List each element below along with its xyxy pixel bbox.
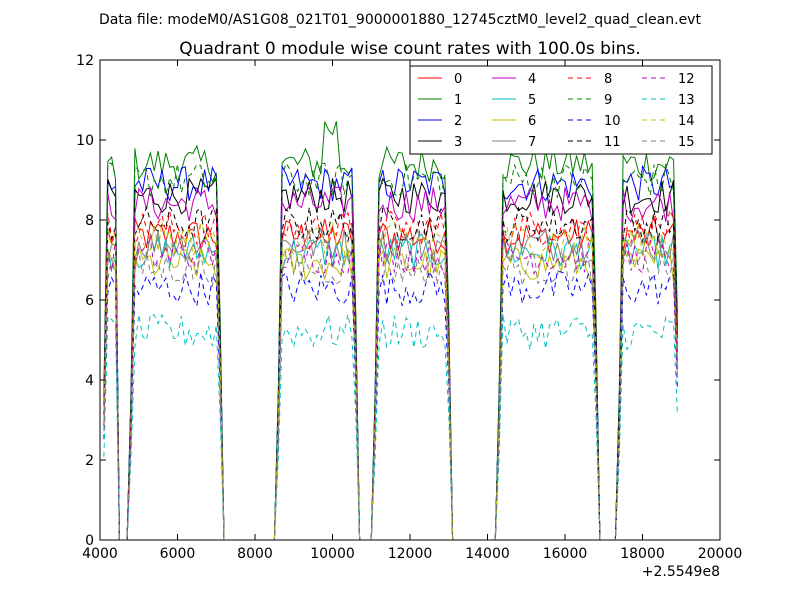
x-tick-label: 16000 — [543, 546, 588, 562]
legend-label-module-2: 2 — [454, 114, 462, 129]
x-tick-label: 14000 — [465, 546, 510, 562]
legend-label-module-13: 13 — [678, 93, 695, 108]
legend-label-module-10: 10 — [604, 114, 621, 129]
x-tick-label: 8000 — [237, 546, 273, 562]
legend-label-module-12: 12 — [678, 72, 695, 87]
series-line-module-7 — [103, 226, 678, 541]
axis-ticks: 4000 6000 8000 10000 12000 14000 16000 18000 200… — [76, 53, 742, 562]
series-line-module-11 — [103, 205, 678, 541]
legend-label-module-15: 15 — [678, 135, 695, 150]
y-tick-label: 10 — [76, 133, 94, 149]
series-line-module-1 — [103, 121, 678, 541]
series-line-module-5 — [103, 233, 678, 541]
legend-label-module-14: 14 — [678, 114, 695, 129]
series-line-module-9 — [103, 162, 678, 541]
series-line-module-8 — [103, 208, 678, 541]
y-tick-label: 2 — [85, 453, 94, 469]
legend-box — [409, 65, 713, 155]
series-line-module-12 — [103, 237, 678, 541]
x-tick-label: 6000 — [160, 546, 196, 562]
series-line-module-14 — [103, 221, 678, 541]
legend-label-module-1: 1 — [454, 93, 462, 108]
legend-label-module-9: 9 — [604, 93, 612, 108]
legend-label-module-0: 0 — [454, 72, 462, 87]
legend-label-module-5: 5 — [528, 93, 536, 108]
legend-label-module-7: 7 — [528, 135, 536, 150]
y-tick-label: 8 — [85, 213, 94, 229]
plot-lines — [103, 121, 678, 541]
legend-label-module-3: 3 — [454, 135, 462, 150]
series-line-module-3 — [103, 177, 678, 541]
x-tick-label: 10000 — [310, 546, 355, 562]
chart-title: Quadrant 0 module wise count rates with … — [179, 39, 640, 59]
y-tick-label: 4 — [85, 373, 94, 389]
chart-suptitle: Data file: modeM0/AS1G08_021T01_90000018… — [99, 12, 701, 28]
y-tick-label: 12 — [76, 53, 94, 69]
x-tick-label: 18000 — [620, 546, 665, 562]
x-tick-label: 12000 — [388, 546, 433, 562]
legend-label-module-8: 8 — [604, 72, 612, 87]
y-tick-label: 0 — [85, 533, 94, 549]
series-line-module-4 — [103, 186, 678, 541]
legend-label-module-6: 6 — [528, 114, 536, 129]
series-line-module-15 — [103, 249, 678, 541]
x-tick-label: 4000 — [82, 546, 118, 562]
x-offset-label: +2.5549e8 — [642, 564, 720, 580]
x-tick-label: 20000 — [698, 546, 743, 562]
legend-label-module-11: 11 — [604, 135, 621, 150]
legend-label-module-4: 4 — [528, 72, 536, 87]
y-tick-label: 6 — [85, 293, 94, 309]
series-line-module-13 — [103, 313, 678, 541]
